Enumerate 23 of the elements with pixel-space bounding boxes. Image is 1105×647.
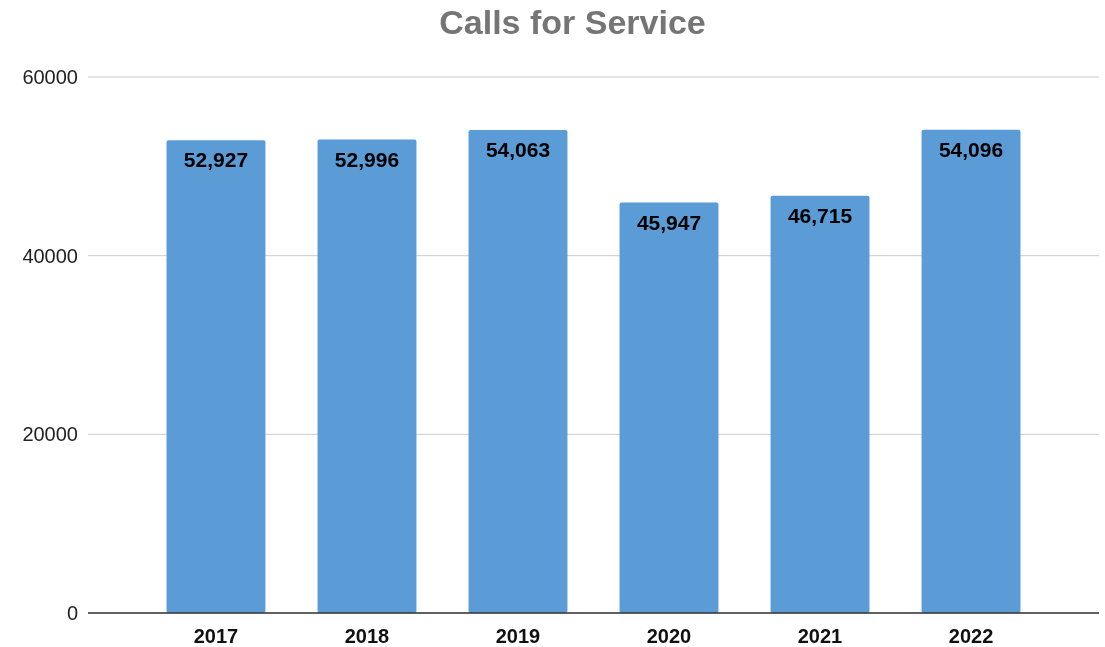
y-tick-label: 20000 bbox=[22, 423, 78, 446]
x-tick-label: 2018 bbox=[344, 625, 390, 647]
y-tick-label: 40000 bbox=[22, 244, 78, 267]
data-label: 45,947 bbox=[636, 210, 702, 234]
data-label: 46,715 bbox=[787, 203, 853, 227]
x-tick-label: 2017 bbox=[193, 625, 239, 647]
data-label: 52,996 bbox=[334, 147, 400, 171]
bar bbox=[317, 139, 417, 613]
x-tick-label: 2020 bbox=[646, 625, 692, 647]
x-tick-label: 2022 bbox=[948, 625, 994, 647]
data-label: 54,063 bbox=[485, 138, 551, 162]
chart-title: Calls for Service bbox=[439, 3, 706, 41]
y-tick-label: 60000 bbox=[22, 66, 78, 88]
data-label: 52,927 bbox=[183, 148, 249, 172]
data-label: 54,096 bbox=[938, 137, 1004, 161]
bar bbox=[166, 140, 266, 613]
bar bbox=[619, 202, 719, 613]
bar bbox=[468, 130, 568, 613]
x-tick-label: 2021 bbox=[797, 625, 843, 647]
y-tick-label: 0 bbox=[66, 602, 78, 624]
x-tick-label: 2019 bbox=[495, 625, 541, 647]
bar bbox=[770, 195, 870, 613]
bar bbox=[921, 129, 1021, 613]
